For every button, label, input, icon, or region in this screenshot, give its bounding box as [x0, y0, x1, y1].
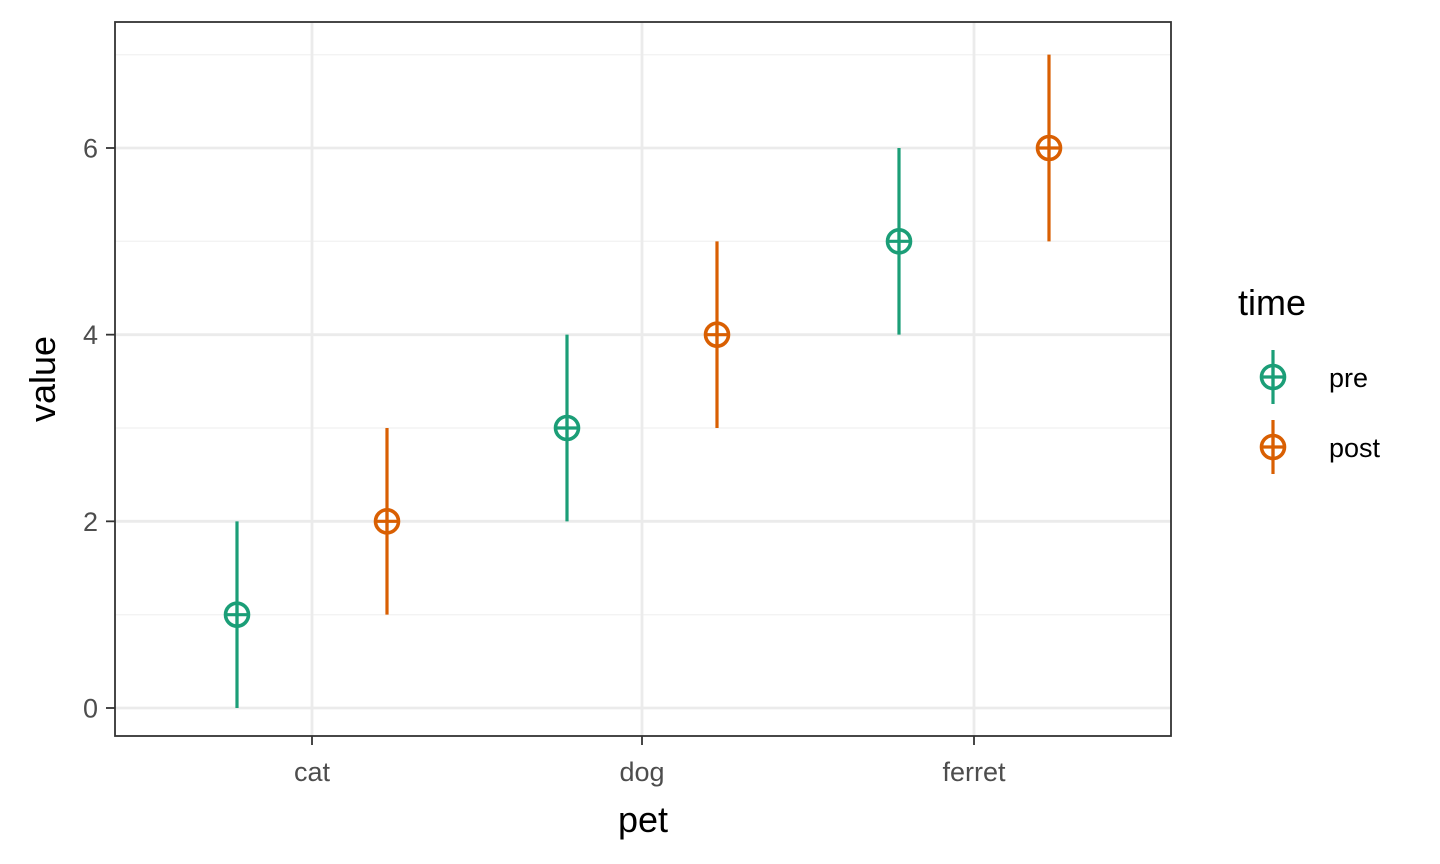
legend-title: time: [1238, 282, 1306, 323]
y-tick-label: 2: [83, 507, 98, 537]
y-axis-title: value: [22, 336, 63, 422]
legend: time pre post: [1238, 282, 1381, 474]
pointrange-post-cat: [373, 428, 401, 615]
legend-label: post: [1329, 433, 1381, 463]
y-tick-label: 4: [83, 320, 98, 350]
grid-layer: [115, 22, 1171, 736]
pointrange-pre-dog: [553, 334, 581, 522]
y-tick-label: 6: [83, 134, 98, 164]
mark-layer: [223, 54, 1063, 708]
x-tick-label: ferret: [942, 757, 1006, 787]
axis-layer: 0 2 4 6 cat dog ferret: [83, 134, 1006, 788]
legend-label: pre: [1329, 363, 1368, 393]
legend-entry-post: post: [1259, 420, 1381, 474]
pointrange-pre-cat: [223, 521, 251, 708]
legend-entry-pre: pre: [1259, 350, 1368, 404]
y-tick-label: 0: [83, 694, 98, 724]
x-tick-label: cat: [294, 757, 331, 787]
panel-border: [114, 21, 1172, 737]
x-axis-title: pet: [618, 799, 668, 840]
pointrange-pre-ferret: [885, 148, 913, 335]
pointrange-post-dog: [703, 241, 731, 428]
x-tick-label: dog: [619, 757, 664, 787]
pointrange-post-ferret: [1035, 54, 1063, 242]
legend-entries: pre post: [1259, 350, 1381, 474]
